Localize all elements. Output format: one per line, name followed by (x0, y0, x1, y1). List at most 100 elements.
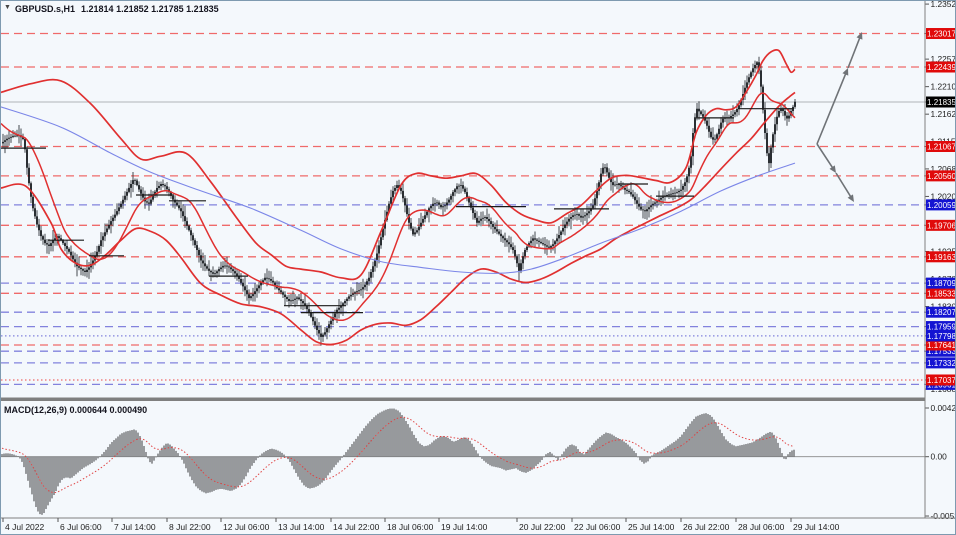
macd-bar (29, 456, 31, 488)
macd-bar (645, 456, 647, 463)
price-label-text: 1.19163 (927, 253, 956, 262)
macd-bar (545, 454, 547, 457)
price-label-box (926, 199, 955, 211)
macd-bar (669, 444, 671, 457)
macd-bar (493, 456, 495, 467)
macd-bar (121, 433, 123, 457)
macd-bar (219, 456, 221, 490)
macd-bar (439, 436, 441, 457)
price-label-box (926, 339, 955, 351)
macd-bar (271, 448, 273, 457)
macd-bar (149, 456, 151, 463)
time-tick-label: 22 Jul 06:00 (574, 522, 621, 532)
price-tick-label: 1.20205 (931, 191, 956, 201)
chart-title: GBPUSD.s,H1 1.21814 1.21852 1.21785 1.218… (15, 4, 219, 14)
macd-bar (343, 454, 345, 457)
macd-bar (81, 456, 83, 470)
macd-bar (575, 446, 577, 457)
macd-bar (257, 456, 259, 458)
price-label-text: 1.18709 (927, 279, 956, 288)
macd-bar (21, 456, 23, 462)
macd-bar (251, 456, 253, 466)
macd-bar (597, 438, 599, 457)
macd-bar (625, 442, 627, 457)
macd-bar (785, 456, 787, 460)
macd-bar (19, 456, 21, 459)
macd-bar (457, 440, 459, 457)
macd-bar (11, 454, 13, 457)
macd-bar (87, 456, 89, 466)
macd-bar (501, 456, 503, 469)
macd-pane: 0.00427 0.00 -0.005202 (1, 403, 955, 521)
price-tick-label: 1.20680 (931, 164, 956, 174)
macd-bar (689, 423, 691, 457)
macd-bar (199, 456, 201, 491)
macd-bar (389, 408, 391, 457)
macd-bar (93, 456, 95, 462)
macd-bar (133, 429, 135, 457)
macd-bar (207, 456, 209, 493)
macd-bar (743, 444, 745, 457)
macd-bar (373, 417, 375, 457)
macd-bar (539, 456, 541, 463)
macd-bar (571, 444, 573, 457)
macd-bar (623, 441, 625, 457)
macd-bar (643, 456, 645, 464)
macd-bar (49, 456, 51, 502)
pane-separator (1, 397, 925, 401)
macd-bar (1, 454, 3, 457)
collapse-triangle-icon[interactable]: ▼ (4, 4, 11, 11)
price-label-box (926, 140, 955, 152)
macd-bar (115, 438, 117, 457)
macd-bar (249, 456, 251, 469)
macd-bar (399, 412, 401, 457)
macd-bar (517, 456, 519, 470)
macd-bar (319, 456, 321, 485)
macd-bar (751, 442, 753, 457)
macd-bar (181, 456, 183, 460)
macd-bar (717, 425, 719, 457)
macd-bar (781, 453, 783, 457)
macd-bar (215, 456, 217, 490)
macd-bar (135, 430, 137, 457)
macd-bar (397, 410, 399, 457)
macd-bar (297, 456, 299, 477)
macd-bar (725, 439, 727, 457)
macd-bar (497, 456, 499, 468)
macd-bar (557, 456, 559, 461)
macd-bar (33, 456, 35, 502)
macd-bar (405, 420, 407, 457)
macd-bar (349, 446, 351, 457)
macd-bar (483, 456, 485, 461)
macd-bar (551, 453, 553, 457)
macd-bar (131, 430, 133, 457)
macd-bar (339, 456, 341, 461)
macd-bar (773, 434, 775, 457)
macd-bar (293, 456, 295, 470)
macd-bar (285, 456, 287, 458)
macd-bar (445, 436, 447, 457)
time-tick-label: 28 Jul 06:00 (738, 522, 785, 532)
macd-bar (119, 434, 121, 457)
macd-bar (661, 450, 663, 457)
time-tick-label: 7 Jul 14:00 (114, 522, 156, 532)
macd-bar (609, 433, 611, 457)
macd-bar (469, 440, 471, 457)
macd-bar (421, 444, 423, 457)
macd-bar (759, 437, 761, 457)
price-label-box (926, 61, 955, 73)
price-label-box (926, 345, 955, 357)
price-label-box (926, 374, 955, 386)
macd-bar (763, 435, 765, 457)
macd-bar (283, 454, 285, 457)
macd-bar (657, 452, 659, 457)
macd-bar (213, 456, 215, 491)
macd-bar (253, 456, 255, 464)
symbol-period-label: GBPUSD.s,H1 (15, 4, 76, 14)
macd-bar (561, 454, 563, 457)
macd-bar (17, 456, 19, 457)
macd-bar (585, 451, 587, 457)
time-axis[interactable]: 4 Jul 2022 6 Jul 06:00 7 Jul 14:00 8 Jul 22… (2, 518, 840, 532)
time-tick-label: 19 Jul 14:00 (441, 522, 488, 532)
